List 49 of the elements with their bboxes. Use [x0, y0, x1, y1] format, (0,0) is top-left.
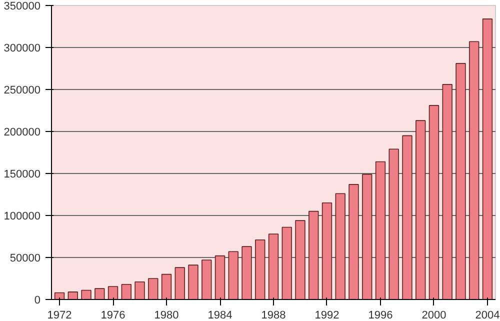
x-tick-label: 1980: [154, 310, 179, 321]
y-tick-label: 250000: [4, 84, 41, 96]
bar: [255, 239, 266, 300]
x-tick-label: 1984: [208, 310, 232, 321]
bar: [469, 41, 480, 300]
x-tick-label: 1988: [261, 310, 286, 321]
bar: [348, 184, 359, 300]
y-tick-label: 350000: [4, 0, 41, 12]
bar: [81, 290, 92, 300]
bar: [148, 278, 158, 300]
bar: [442, 84, 452, 300]
bar: [456, 63, 466, 300]
bar: [161, 274, 172, 300]
bar: [121, 284, 132, 300]
bar: [428, 105, 440, 300]
bar: [214, 255, 226, 300]
bar: [174, 267, 185, 300]
x-tick-label: 1996: [368, 310, 393, 321]
y-tick-label: 0: [34, 294, 41, 306]
x-tick-label: 2004: [475, 310, 500, 321]
x-tick-label: 2000: [422, 310, 446, 321]
bar: [188, 264, 198, 300]
bar: [295, 220, 306, 300]
y-tick-label: 200000: [4, 126, 41, 138]
bar: [308, 210, 319, 300]
bar: [134, 281, 145, 300]
bar: [202, 260, 212, 300]
x-tick-label: 1972: [47, 310, 72, 321]
bar: [388, 148, 399, 300]
bar: [335, 193, 346, 300]
bar: [242, 246, 252, 300]
bar: [375, 161, 386, 300]
y-tick-label: 50000: [10, 252, 41, 264]
bar: [94, 288, 105, 300]
bar: [108, 286, 118, 300]
bar: [402, 135, 412, 300]
y-tick-label: 150000: [4, 168, 41, 180]
bar: [268, 234, 279, 300]
bar: [68, 292, 78, 300]
bar: [322, 202, 332, 300]
y-tick-label: 300000: [4, 42, 41, 54]
bar: [482, 18, 493, 300]
bar: [416, 120, 426, 300]
bar: [362, 174, 372, 300]
bar: [282, 226, 292, 300]
y-tick-label: 100000: [4, 210, 41, 222]
x-tick-label: 1976: [100, 310, 126, 321]
bar: [228, 251, 238, 300]
x-tick-label: 1992: [314, 310, 340, 321]
